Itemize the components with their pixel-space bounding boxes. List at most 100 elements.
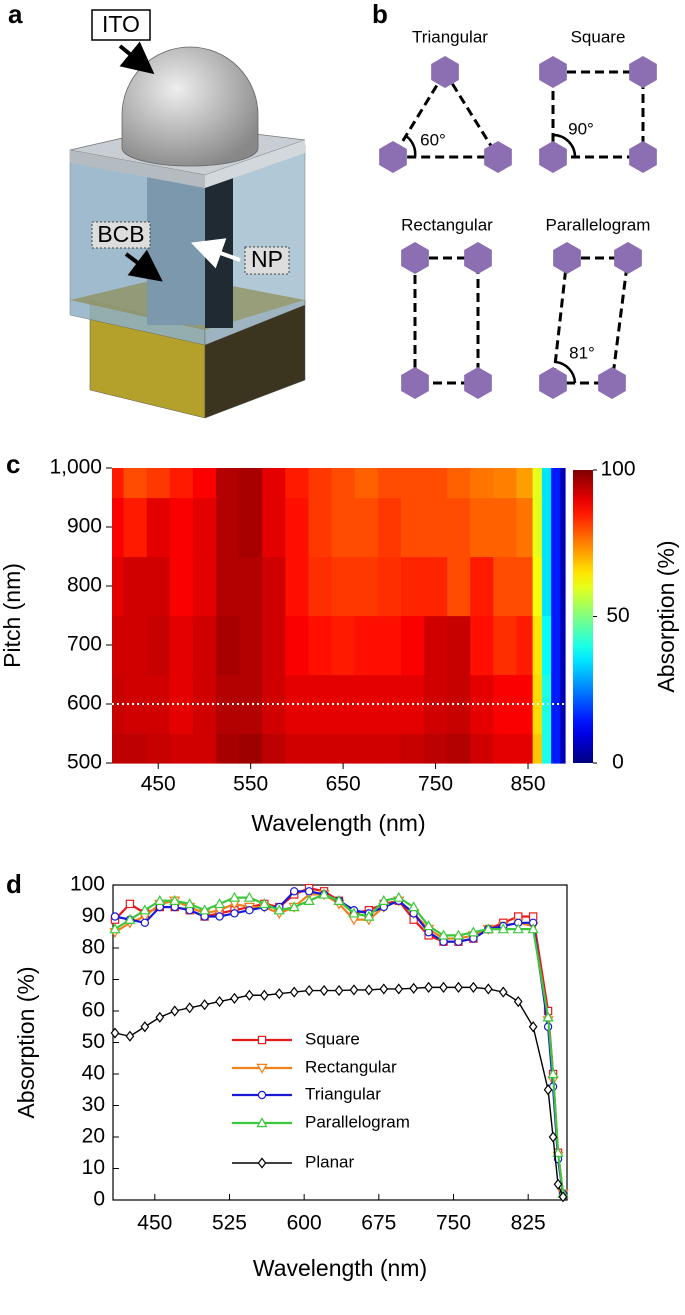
heat-cell [112, 468, 125, 499]
heat-cell [447, 733, 471, 764]
marker [258, 898, 270, 909]
y-axis-label: Absorption (%) [13, 966, 39, 1118]
marker [228, 891, 241, 902]
angle-label: 60° [420, 130, 446, 149]
marker [482, 923, 494, 934]
marker [245, 906, 254, 915]
legend-label: Planar [305, 1152, 354, 1171]
lattice-outline [390, 69, 501, 159]
heat-cell [541, 497, 552, 558]
heat-cell [112, 615, 125, 676]
heat-cell [424, 468, 448, 499]
heat-cell [532, 497, 543, 558]
marker [170, 1005, 180, 1017]
nanopillar [401, 367, 429, 399]
heat-cell [123, 497, 148, 558]
nanopillar [629, 141, 657, 173]
heat-cell [516, 733, 534, 764]
nanopillar [464, 367, 492, 399]
angle-arc [552, 133, 577, 158]
heat-cell [354, 497, 379, 558]
nanopillar [401, 242, 429, 274]
heat-cell [262, 674, 286, 735]
marker [394, 983, 404, 995]
heat-cell [447, 497, 471, 558]
marker [140, 918, 150, 928]
marker [348, 907, 360, 918]
lattice-title: Square [571, 27, 626, 46]
heat-cell [169, 733, 194, 764]
heat-cell [516, 468, 534, 499]
marker [498, 986, 508, 998]
heat-cell [192, 674, 217, 735]
heat-cell [400, 556, 425, 617]
marker [363, 910, 375, 921]
heat-cell [216, 733, 240, 764]
legend-label: Rectangular [305, 1057, 397, 1076]
nanopillar [539, 141, 567, 173]
heat-cell [516, 497, 534, 558]
heat-cell [516, 615, 534, 676]
lattice-title: Triangular [412, 27, 488, 46]
angle-label: 81° [569, 343, 595, 362]
heat-cell [123, 556, 148, 617]
heat-cell [551, 615, 561, 676]
heat-cell [331, 733, 356, 764]
legend-marker [257, 1157, 267, 1169]
marker [198, 904, 211, 915]
marker [553, 1178, 563, 1190]
marker [513, 995, 523, 1008]
heat-cell [123, 733, 148, 764]
marker [543, 1084, 553, 1096]
marker [303, 894, 315, 905]
nanopillar [464, 242, 492, 274]
x-axis-label: Wavelength (nm) [251, 810, 425, 836]
y-tick-label: 10 [82, 1156, 105, 1179]
marker [334, 984, 344, 997]
nanopillar [484, 141, 512, 173]
x-tick-label: 825 [511, 1212, 546, 1235]
lattice-title: Rectangular [401, 215, 493, 234]
heat-cell [424, 674, 448, 735]
heat-cell [516, 674, 534, 735]
marker [558, 1191, 568, 1203]
marker [154, 894, 166, 905]
heat-cell [192, 733, 217, 764]
panel-label: c [6, 449, 20, 479]
marker [422, 920, 435, 931]
marker [318, 888, 330, 899]
marker [110, 912, 120, 921]
colorbar-tick-label: 50 [606, 604, 629, 627]
marker [273, 904, 285, 915]
marker [274, 988, 284, 1000]
heat-cell [551, 497, 561, 558]
heat-cell [239, 468, 263, 499]
marker [528, 1021, 538, 1033]
heat-cell [447, 556, 471, 617]
heat-cell [239, 497, 263, 558]
heat-cell [285, 497, 310, 558]
heat-cell [112, 556, 125, 617]
nanopillar [598, 367, 626, 399]
heat-cell [216, 615, 240, 676]
heat-cell [470, 468, 494, 499]
heat-cell [541, 733, 552, 764]
marker [497, 923, 509, 934]
heat-cell [532, 468, 543, 499]
legend-label: Parallelogram [305, 1112, 410, 1131]
marker [215, 912, 224, 921]
legend-marker [257, 1035, 267, 1045]
lattice-outline [413, 256, 480, 385]
heat-cell [285, 468, 310, 499]
marker [124, 913, 136, 924]
heat-cell [493, 468, 518, 499]
marker [155, 1011, 165, 1023]
marker [289, 986, 299, 998]
heat-cell [377, 468, 402, 499]
heat-cell [112, 497, 125, 558]
heat-cell [123, 468, 148, 499]
angle-label: 90° [568, 119, 594, 138]
heat-cell [493, 674, 518, 735]
heat-cell [551, 556, 561, 617]
